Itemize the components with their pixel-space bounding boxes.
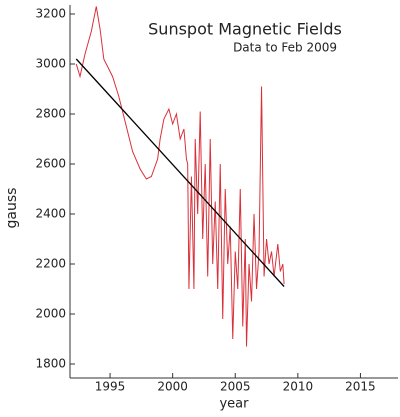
data-line <box>75 6 285 347</box>
trend-line <box>75 58 285 287</box>
x-tick-label: 2000 <box>157 380 188 394</box>
y-tick-label: 2400 <box>35 207 66 221</box>
y-tick-label: 3000 <box>35 57 66 71</box>
y-tick-label: 2600 <box>35 157 66 171</box>
x-tick-label: 2005 <box>220 380 251 394</box>
x-axis-label: year <box>219 397 249 412</box>
y-tick-label: 2000 <box>35 307 66 321</box>
y-axis-label: gauss <box>4 188 20 229</box>
x-tick-label: 2010 <box>283 380 314 394</box>
x-tick-label: 2015 <box>345 380 376 394</box>
y-tick-label: 2800 <box>35 107 66 121</box>
y-tick-label: 3200 <box>35 7 66 21</box>
y-tick-label: 2200 <box>35 257 66 271</box>
x-tick-label: 1995 <box>95 380 126 394</box>
chart-subtitle: Data to Feb 2009 <box>233 41 337 55</box>
chart-title: Sunspot Magnetic Fields <box>148 20 342 39</box>
y-tick-label: 1800 <box>35 357 66 371</box>
